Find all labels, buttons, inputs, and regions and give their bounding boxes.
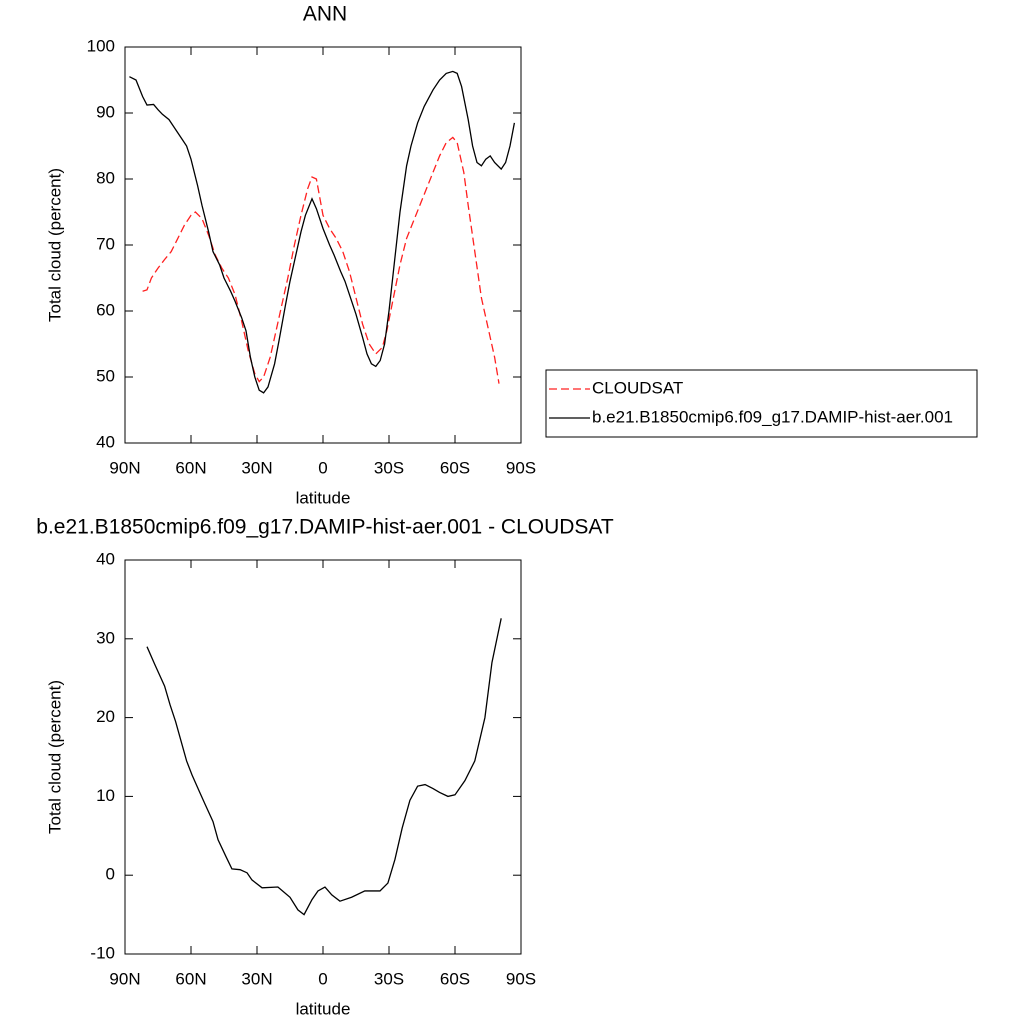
x-tick-label: 60N xyxy=(175,458,206,477)
legend-label: b.e21.B1850cmip6.f09_g17.DAMIP-hist-aer.… xyxy=(592,407,953,426)
y-tick-label: 0 xyxy=(106,865,115,884)
series-line xyxy=(129,70,516,394)
y-tick-label: -10 xyxy=(90,943,115,962)
x-tick-label: 60N xyxy=(175,969,206,988)
x-tick-label: 30N xyxy=(241,969,272,988)
plot-frame xyxy=(124,559,522,955)
series-line xyxy=(146,618,502,916)
x-axis-label: latitude xyxy=(296,999,351,1018)
y-tick-label: 80 xyxy=(96,168,115,187)
x-tick-label: 90S xyxy=(506,969,536,988)
x-tick-label: 0 xyxy=(318,458,327,477)
x-axis-label: latitude xyxy=(296,488,351,507)
chart-title: ANN xyxy=(303,3,347,26)
x-tick-label: 60S xyxy=(440,969,470,988)
y-tick-label: 60 xyxy=(96,300,115,319)
x-tick-label: 60S xyxy=(440,458,470,477)
y-tick-label: 100 xyxy=(87,36,115,55)
y-axis-label: Total cloud (percent) xyxy=(45,168,64,322)
y-tick-label: 30 xyxy=(96,628,115,647)
x-tick-label: 0 xyxy=(318,969,327,988)
y-tick-label: 50 xyxy=(96,366,115,385)
x-tick-label: 30S xyxy=(374,969,404,988)
x-tick-label: 90N xyxy=(109,458,140,477)
x-tick-label: 90S xyxy=(506,458,536,477)
series-line xyxy=(142,136,500,384)
plot-frame xyxy=(124,46,522,444)
x-tick-label: 90N xyxy=(109,969,140,988)
y-tick-label: 40 xyxy=(96,432,115,451)
y-tick-label: 40 xyxy=(96,549,115,568)
y-tick-label: 70 xyxy=(96,234,115,253)
y-tick-label: 90 xyxy=(96,102,115,121)
y-tick-label: 20 xyxy=(96,707,115,726)
y-tick-label: 10 xyxy=(96,786,115,805)
y-axis-label: Total cloud (percent) xyxy=(45,680,64,834)
x-tick-label: 30N xyxy=(241,458,272,477)
chart-title: b.e21.B1850cmip6.f09_g17.DAMIP-hist-aer.… xyxy=(36,516,614,539)
x-tick-label: 30S xyxy=(374,458,404,477)
legend-label: CLOUDSAT xyxy=(592,378,683,397)
legend-box xyxy=(545,369,978,438)
